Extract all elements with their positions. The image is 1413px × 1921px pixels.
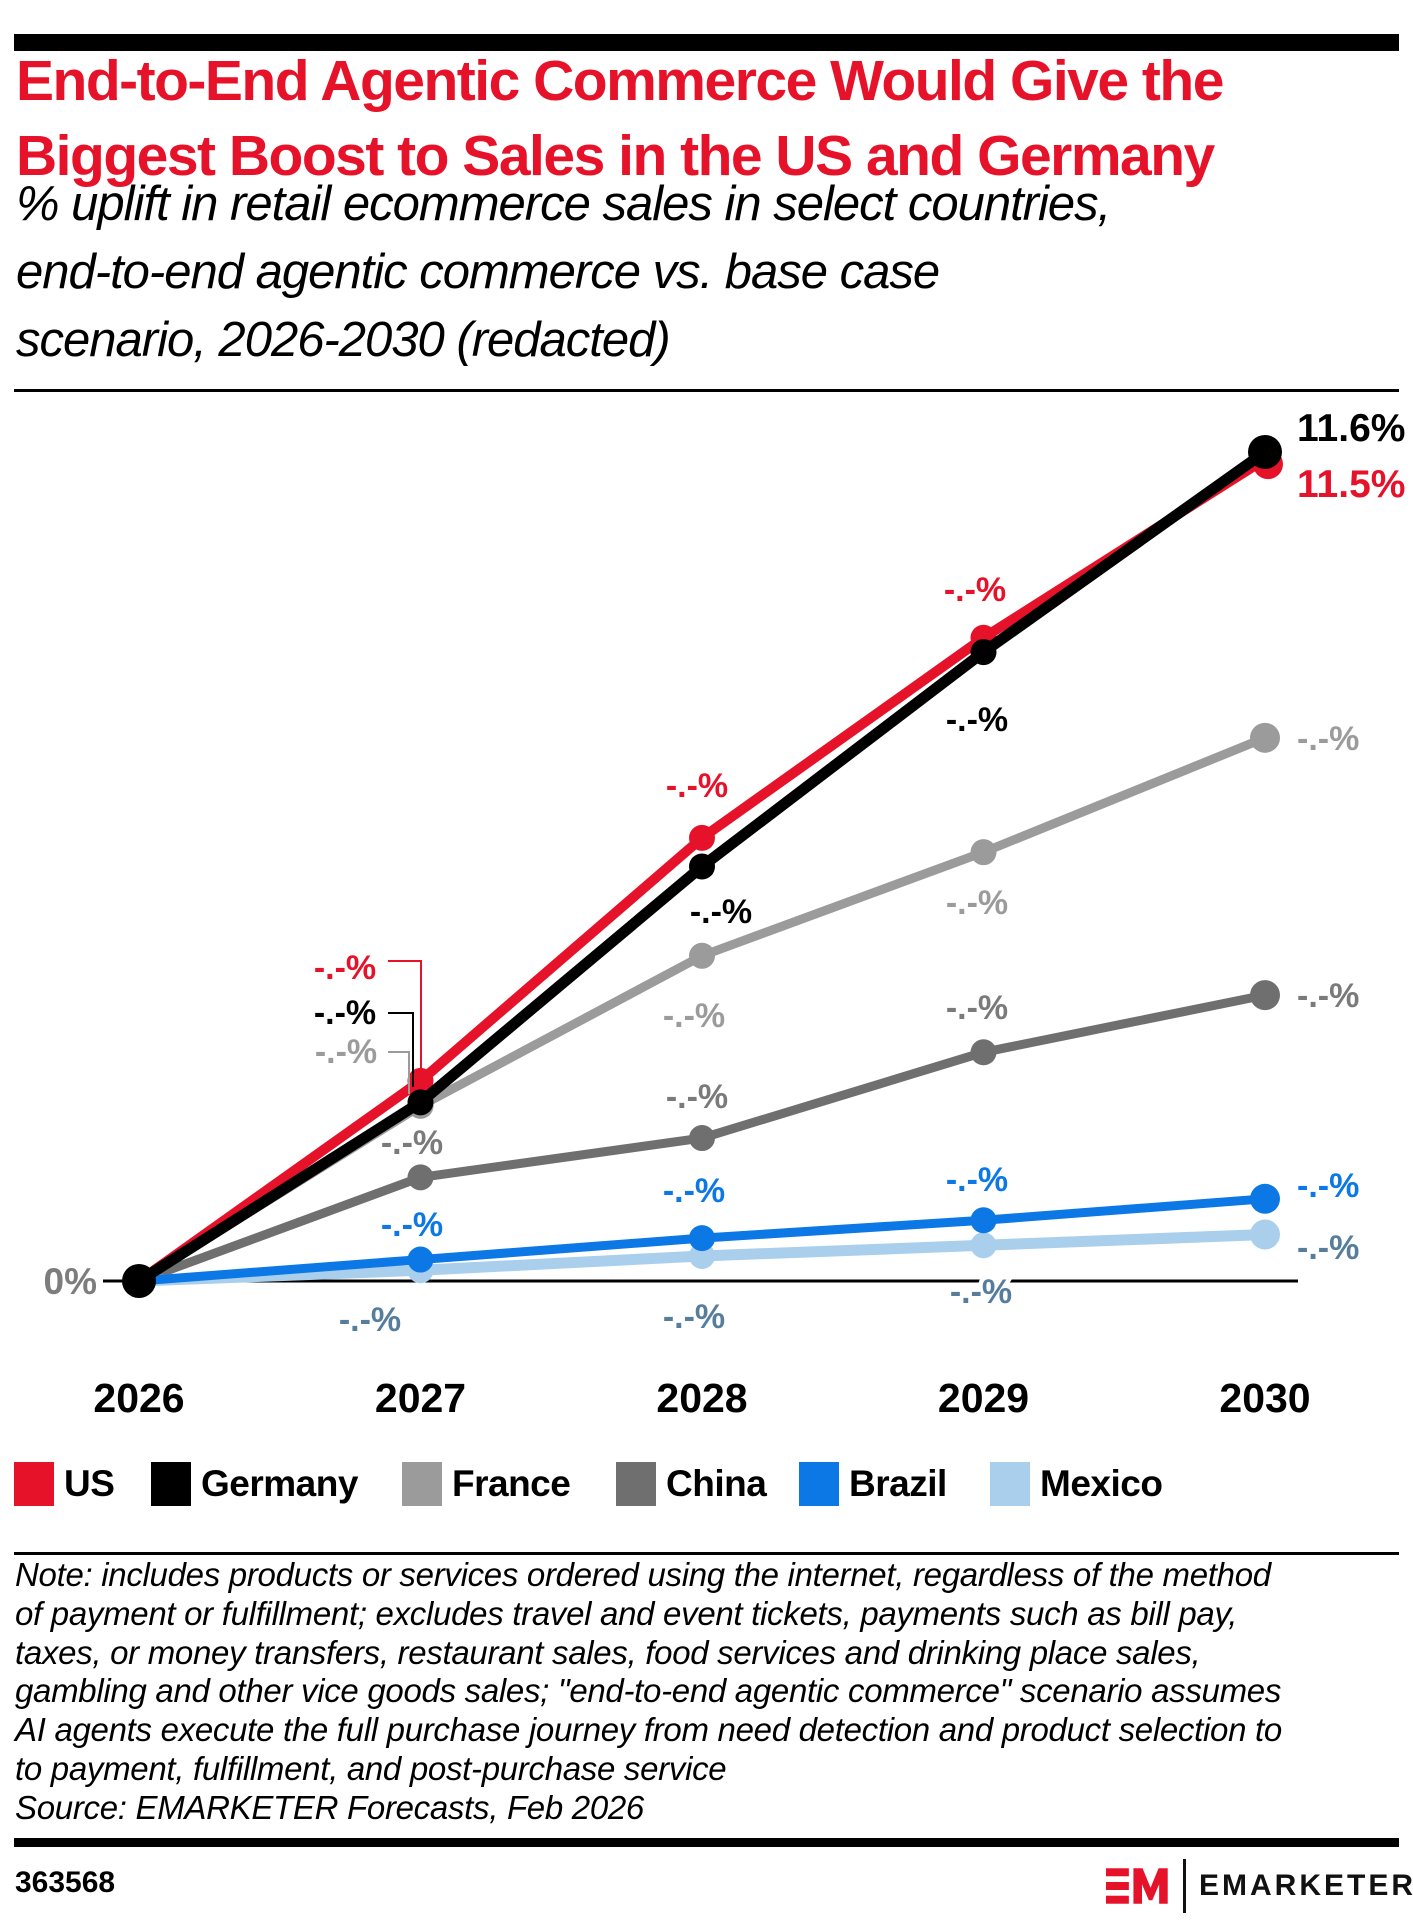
value-label-brazil-2030: -.-% [1297,1167,1359,1205]
logo-wordmark: EMARKETER [1199,1869,1413,1902]
chart-id: 363568 [15,1866,116,1899]
value-label-us-2028: -.-% [666,767,728,805]
point-mexico-2030 [1250,1219,1280,1250]
chart-subtitle-line2: end-to-end agentic commerce vs. base cas… [16,245,940,299]
value-label-us-2029: -.-% [944,571,1006,609]
chart-subtitle-line1: % uplift in retail ecommerce sales in se… [16,177,1111,231]
x-tick-2027: 2027 [375,1375,466,1421]
legend-label-brazil: Brazil [849,1463,947,1504]
legend-swatch-us [14,1462,54,1506]
y-axis-zero-label: 0% [44,1261,97,1302]
value-label-mexico-2029: -.-% [950,1273,1012,1311]
value-label-china-2028: -.-% [666,1078,728,1116]
value-label-brazil-2027: -.-% [381,1206,443,1244]
point-france-2030 [1250,722,1280,753]
footnote-line: to payment, fulfillment, and post-purcha… [15,1749,727,1787]
chart-subtitle-line3: scenario, 2026-2030 (redacted) [16,313,671,367]
point-brazil-2028 [689,1225,715,1252]
page-title-line1: End-to-End Agentic Commerce Would Give t… [16,49,1224,113]
point-brazil-2029 [970,1207,997,1234]
footer-bar [14,1838,1399,1847]
point-germany-2029 [970,639,997,666]
legend-divider [14,1552,1399,1555]
point-brazil-2027 [407,1246,434,1273]
point-france-2028 [689,942,715,969]
point-mexico-2029 [970,1232,997,1259]
footnote-line: AI agents execute the full purchase jour… [15,1711,1282,1749]
point-china-2029 [970,1039,997,1066]
value-label-germany-2029: -.-% [946,701,1008,739]
legend-label-mexico: Mexico [1040,1463,1163,1504]
value-label-france-2029: -.-% [946,884,1008,922]
point-china-2030 [1250,980,1280,1011]
legend-swatch-china [616,1462,656,1506]
legend-label-us: US [64,1463,115,1504]
value-label-germany-2027: -.-% [314,994,376,1032]
x-tick-2029: 2029 [938,1375,1029,1421]
top-accent-bar [14,34,1399,51]
chart-subtitle: % uplift in retail ecommerce sales in se… [16,170,1406,374]
legend-label-germany: Germany [201,1463,358,1504]
callout-us-2027 [388,960,422,1071]
source-line: Source: EMARKETER Forecasts, Feb 2026 [15,1788,644,1826]
point-start-2026 [122,1264,156,1298]
value-label-mexico-2027: -.-% [339,1301,401,1339]
footnote-line: of payment or fulfillment; excludes trav… [15,1594,1238,1632]
footnote-line: taxes, or money transfers, restaurant sa… [15,1633,1201,1671]
point-china-2027 [407,1164,434,1191]
footnote: Note: includes products or services orde… [15,1556,1405,1828]
point-brazil-2030 [1250,1183,1280,1214]
logo-divider [1183,1859,1186,1913]
legend-label-france: France [452,1463,571,1504]
page-title-line2: Biggest Boost to Sales in the US and Ger… [16,124,1215,188]
legend-swatch-france [402,1462,442,1506]
em-logo-icon [1106,1868,1168,1904]
legend-item-china: China [616,1462,767,1506]
value-label-germany-2030: 11.6% [1297,407,1405,450]
value-label-mexico-2030: -.-% [1297,1229,1359,1267]
point-germany-2028 [689,853,715,880]
point-germany-2030 [1248,434,1282,469]
x-tick-2026: 2026 [93,1375,184,1421]
legend-label-china: China [666,1463,767,1504]
chart-legend: US Germany France China Brazil Mexico [0,1462,1413,1506]
value-label-china-2030: -.-% [1297,977,1359,1015]
x-tick-2028: 2028 [656,1375,747,1421]
legend-item-germany: Germany [151,1462,358,1506]
point-us-2028 [689,824,715,851]
value-label-france-2030: -.-% [1297,720,1359,758]
footnote-line: Note: includes products or services orde… [15,1556,1271,1593]
legend-item-france: France [402,1462,571,1506]
legend-swatch-brazil [799,1462,839,1506]
value-label-brazil-2029: -.-% [946,1161,1008,1199]
point-china-2028 [689,1125,715,1152]
page-title: End-to-End Agentic Commerce Would Give t… [16,44,1396,194]
value-label-china-2027: -.-% [381,1124,443,1162]
callout-france-2027 [388,1051,410,1094]
value-label-us-2027: -.-% [314,949,376,987]
value-label-france-2027: -.-% [315,1033,377,1071]
emarketer-logo: EMARKETER [1106,1858,1413,1914]
value-label-brazil-2028: -.-% [663,1172,725,1210]
footnote-line: gambling and other vice goods sales; "en… [15,1672,1282,1710]
point-france-2029 [970,839,997,866]
legend-swatch-germany [151,1462,191,1506]
value-label-germany-2028: -.-% [690,893,752,931]
callout-germany-2027 [388,1012,414,1087]
value-label-france-2028: -.-% [663,997,725,1035]
legend-item-us: US [14,1462,115,1506]
legend-item-brazil: Brazil [799,1462,947,1506]
header-divider [14,389,1399,392]
value-label-china-2029: -.-% [946,989,1008,1027]
legend-swatch-mexico [990,1462,1030,1506]
point-mexico-2028 [689,1242,715,1269]
value-label-us-2030: 11.5% [1297,463,1405,506]
point-germany-2027 [407,1089,434,1116]
x-tick-2030: 2030 [1219,1375,1310,1421]
legend-item-mexico: Mexico [990,1462,1163,1506]
value-label-mexico-2028: -.-% [663,1298,725,1336]
